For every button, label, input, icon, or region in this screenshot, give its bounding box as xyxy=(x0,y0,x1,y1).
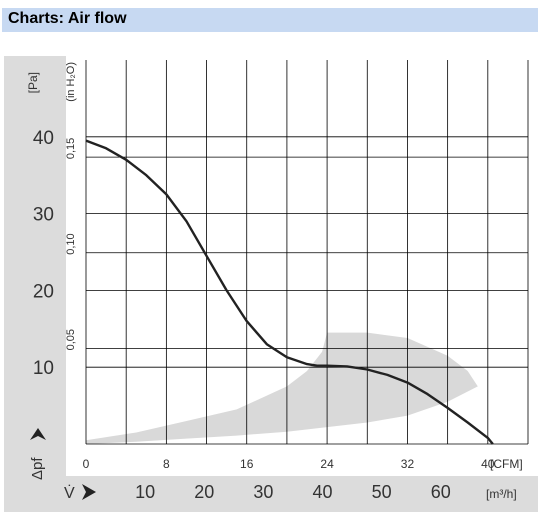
grid-layer xyxy=(85,60,529,445)
x-axis-symbol: V̇ xyxy=(64,484,75,502)
y-tick-label-inh2o: 0,10 xyxy=(65,233,77,254)
page-title: Charts: Air flow xyxy=(8,10,127,27)
y-tick-label-inh2o: 0,05 xyxy=(65,329,77,350)
chart-header: Charts: Air flow xyxy=(2,8,538,32)
x-tick-label-m3h: 60 xyxy=(431,482,451,502)
y-axis-symbol: Δpf xyxy=(29,457,46,480)
chart-svg: [Pa] (in H₂O) Δpf [CFM] [m³/h] V̇ 10 20 30… xyxy=(4,56,538,512)
x-tick-label-m3h: 50 xyxy=(372,482,392,502)
x-tick-label-m3h: 30 xyxy=(253,482,273,502)
air-flow-curve xyxy=(85,139,494,445)
y-axis-label-inh2o: (in H₂O) xyxy=(65,62,77,102)
x-tick-label-cfm: 24 xyxy=(320,457,334,471)
x-axis-arrow-icon xyxy=(82,484,96,500)
air-flow-chart: [Pa] (in H₂O) Δpf [CFM] [m³/h] V̇ 10 20 30… xyxy=(2,52,538,512)
x-tick-label-m3h: 10 xyxy=(135,482,155,502)
x-axis-label-m3h: [m³/h] xyxy=(486,487,517,501)
y-axis-arrow-icon xyxy=(30,428,46,440)
y-axis-label-pa: [Pa] xyxy=(26,72,40,93)
x-tick-label-cfm: 40 xyxy=(481,457,495,471)
operating-range-band xyxy=(86,332,478,444)
x-tick-label-cfm: 32 xyxy=(401,457,415,471)
operating-range-layer xyxy=(86,332,478,444)
curve-layer xyxy=(85,139,494,445)
x-tick-label-m3h: 40 xyxy=(312,482,332,502)
x-axis-label-cfm: [CFM] xyxy=(490,457,523,471)
x-tick-label-cfm: 0 xyxy=(83,457,90,471)
y-tick-label-pa: 20 xyxy=(33,281,54,302)
y-tick-label-pa: 40 xyxy=(33,128,54,149)
x-tick-label-m3h: 20 xyxy=(194,482,214,502)
y-tick-label-inh2o: 0,15 xyxy=(65,138,77,159)
x-tick-label-cfm: 8 xyxy=(163,457,170,471)
x-axis-panel xyxy=(4,476,538,512)
y-tick-label-pa: 10 xyxy=(33,358,54,379)
y-tick-label-pa: 30 xyxy=(33,205,54,226)
x-tick-label-cfm: 16 xyxy=(240,457,254,471)
